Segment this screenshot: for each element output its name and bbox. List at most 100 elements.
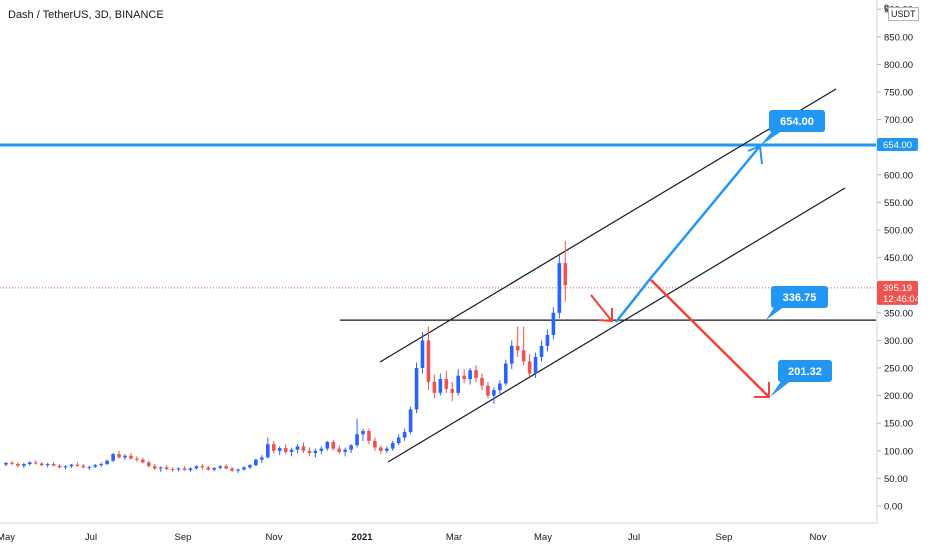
channel-upper-line[interactable] — [379, 88, 837, 363]
currency-badge[interactable]: USDT — [888, 7, 919, 21]
candle[interactable] — [426, 326, 431, 391]
candle[interactable] — [4, 461, 8, 467]
candle[interactable] — [271, 440, 276, 454]
candle[interactable] — [254, 458, 258, 467]
candle[interactable] — [45, 462, 50, 468]
candle[interactable] — [158, 466, 163, 472]
candle[interactable] — [402, 428, 407, 441]
candle[interactable] — [539, 340, 544, 362]
candle[interactable] — [129, 453, 133, 460]
candle[interactable] — [266, 437, 270, 459]
candle[interactable] — [331, 439, 336, 451]
candle[interactable] — [141, 457, 145, 464]
candle[interactable] — [450, 381, 455, 402]
candle[interactable] — [117, 450, 121, 459]
candle[interactable] — [498, 380, 502, 396]
candle[interactable] — [206, 465, 211, 471]
callout-336[interactable]: 336.75 — [766, 286, 828, 320]
candle[interactable] — [188, 467, 193, 472]
candle[interactable] — [361, 428, 365, 441]
candle[interactable] — [468, 368, 472, 385]
candle[interactable] — [135, 456, 139, 462]
candle[interactable] — [123, 454, 127, 461]
candle[interactable] — [260, 455, 264, 463]
candle[interactable] — [99, 462, 103, 467]
callout-201[interactable]: 201.32 — [770, 360, 832, 397]
candle[interactable] — [545, 329, 550, 352]
candle[interactable] — [414, 362, 419, 414]
candle[interactable] — [325, 440, 330, 451]
candle[interactable] — [438, 373, 443, 396]
candle[interactable] — [182, 466, 187, 471]
candle[interactable] — [420, 332, 425, 374]
candle[interactable] — [105, 459, 109, 466]
candle[interactable] — [301, 442, 306, 454]
candle[interactable] — [474, 365, 478, 383]
candle[interactable] — [69, 464, 74, 468]
candle[interactable] — [230, 466, 234, 472]
candle[interactable] — [224, 464, 228, 470]
candle[interactable] — [462, 369, 466, 384]
candle[interactable] — [307, 447, 312, 457]
bearish-projection-arrow[interactable] — [650, 279, 769, 397]
callout-654[interactable]: 654.00 — [760, 110, 825, 146]
candle[interactable] — [164, 465, 169, 471]
candle[interactable] — [551, 307, 556, 340]
candle[interactable] — [152, 464, 157, 471]
candle[interactable] — [533, 352, 538, 378]
candle[interactable] — [176, 467, 181, 472]
candle[interactable] — [444, 370, 449, 393]
candle[interactable] — [313, 448, 318, 458]
candle[interactable] — [367, 428, 371, 445]
candle[interactable] — [170, 467, 175, 472]
candle[interactable] — [373, 437, 377, 451]
bullish-projection-arrow[interactable] — [615, 145, 761, 323]
candle[interactable] — [277, 446, 282, 456]
candle[interactable] — [39, 461, 44, 467]
candle[interactable] — [75, 462, 80, 467]
candle[interactable] — [486, 381, 490, 399]
candle[interactable] — [456, 369, 460, 396]
candle[interactable] — [521, 326, 526, 366]
candle[interactable] — [81, 464, 86, 469]
candle[interactable] — [349, 444, 353, 454]
candle[interactable] — [557, 254, 562, 319]
candle[interactable] — [480, 373, 484, 391]
candle[interactable] — [390, 440, 395, 451]
candle[interactable] — [295, 444, 300, 454]
candle[interactable] — [509, 340, 514, 370]
candle[interactable] — [343, 447, 347, 457]
candle[interactable] — [218, 465, 222, 470]
candle[interactable] — [93, 464, 98, 468]
candle[interactable] — [10, 460, 14, 466]
candle[interactable] — [236, 468, 240, 473]
candle[interactable] — [33, 460, 38, 465]
candle[interactable] — [111, 453, 115, 462]
candle[interactable] — [289, 447, 294, 457]
candle[interactable] — [527, 354, 532, 377]
candle[interactable] — [492, 387, 496, 404]
candle[interactable] — [248, 464, 252, 470]
candle[interactable] — [319, 446, 324, 455]
candle[interactable] — [242, 466, 246, 471]
candle[interactable] — [408, 406, 413, 435]
candle[interactable] — [22, 462, 26, 468]
candle[interactable] — [385, 446, 389, 454]
candle[interactable] — [515, 326, 520, 357]
candle[interactable] — [212, 467, 217, 472]
candle[interactable] — [87, 465, 92, 471]
candle[interactable] — [432, 374, 437, 399]
candle[interactable] — [57, 464, 62, 469]
channel-lower-line[interactable] — [387, 187, 846, 463]
candle[interactable] — [283, 444, 288, 455]
candle[interactable] — [200, 464, 205, 470]
candle[interactable] — [504, 359, 508, 386]
candle[interactable] — [28, 461, 32, 466]
candle[interactable] — [355, 418, 359, 448]
candle[interactable] — [396, 434, 401, 446]
candle[interactable] — [16, 462, 20, 468]
candle[interactable] — [51, 461, 56, 467]
candle[interactable] — [63, 465, 68, 470]
candle[interactable] — [194, 465, 199, 470]
pullback-arrow[interactable] — [590, 294, 612, 321]
